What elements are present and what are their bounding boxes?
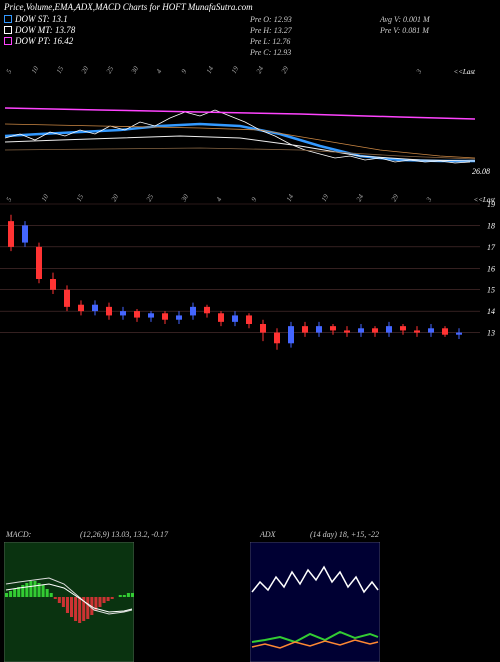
svg-text:24: 24 (255, 65, 266, 75)
adx-chart (250, 542, 380, 662)
svg-text:4: 4 (155, 68, 164, 75)
svg-text:13: 13 (487, 329, 495, 338)
legend-text: DOW ST: 13.1 (15, 14, 68, 24)
svg-text:5: 5 (5, 196, 14, 203)
svg-text:14: 14 (487, 307, 495, 316)
svg-text:10: 10 (30, 65, 41, 75)
svg-text:14: 14 (205, 65, 216, 75)
info-line: Pre V: 0.081 M (380, 25, 430, 36)
adx-params: (14 day) 18, +15, -22 (310, 530, 379, 539)
adx-label: ADX (260, 530, 276, 539)
svg-text:5: 5 (5, 68, 14, 75)
svg-text:3: 3 (414, 68, 423, 76)
svg-text:14: 14 (285, 194, 296, 203)
legend-text: DOW MT: 13.78 (15, 25, 75, 35)
info-line: Pre C: 12.93 (250, 47, 292, 58)
svg-text:25: 25 (105, 65, 116, 75)
svg-text:9: 9 (250, 196, 259, 203)
volume-info: Avg V: 0.001 MPre V: 0.081 M (380, 14, 430, 36)
svg-text:10: 10 (40, 194, 51, 203)
svg-text:30: 30 (179, 194, 190, 204)
svg-text:9: 9 (180, 68, 189, 75)
candlestick-chart: 19181716151413<<Last51015202530491419242… (0, 194, 500, 474)
svg-text:24: 24 (355, 194, 366, 203)
svg-text:20: 20 (110, 194, 121, 203)
svg-text:15: 15 (55, 65, 66, 75)
info-line: Pre O: 12.93 (250, 14, 292, 25)
main-legend: DOW ST: 13.1DOW MT: 13.78DOW PT: 16.42 (4, 14, 75, 47)
svg-text:26.08: 26.08 (472, 167, 490, 176)
svg-text:29: 29 (280, 65, 291, 75)
legend-swatch (4, 26, 12, 34)
svg-text:<<Last: <<Last (453, 68, 476, 76)
legend-item: DOW PT: 16.42 (4, 36, 75, 46)
macd-chart (4, 542, 134, 662)
svg-text:20: 20 (80, 65, 91, 75)
svg-text:18: 18 (487, 221, 495, 230)
legend-text: DOW PT: 16.42 (15, 36, 73, 46)
svg-text:19: 19 (230, 65, 241, 75)
svg-text:17: 17 (487, 243, 496, 252)
svg-text:29: 29 (390, 194, 401, 203)
svg-text:30: 30 (129, 65, 140, 76)
svg-text:15: 15 (75, 194, 86, 203)
svg-text:3: 3 (424, 196, 433, 204)
legend-item: DOW MT: 13.78 (4, 25, 75, 35)
svg-text:19: 19 (320, 194, 331, 203)
macd-params: (12,26,9) 13.03, 13.2, -0.17 (80, 530, 168, 539)
svg-text:25: 25 (145, 194, 156, 203)
legend-item: DOW ST: 13.1 (4, 14, 75, 24)
legend-swatch (4, 37, 12, 45)
info-line: Pre H: 13.27 (250, 25, 292, 36)
ohlc-info: Pre O: 12.93Pre H: 13.27Pre L: 12.76Pre … (250, 14, 292, 58)
legend-swatch (4, 15, 12, 23)
svg-text:15: 15 (487, 286, 495, 295)
info-line: Pre L: 12.76 (250, 36, 292, 47)
svg-text:<<Last: <<Last (473, 196, 496, 204)
macd-label: MACD: (6, 530, 31, 539)
chart-title: Price,Volume,EMA,ADX,MACD Charts for HOF… (0, 0, 500, 14)
info-line: Avg V: 0.001 M (380, 14, 430, 25)
ema-chart: 5 10 15 20 25 30 4 9 14 19 24 29 3 <<Last 26.08 (0, 64, 500, 194)
svg-text:4: 4 (215, 196, 224, 203)
svg-text:16: 16 (487, 264, 495, 273)
